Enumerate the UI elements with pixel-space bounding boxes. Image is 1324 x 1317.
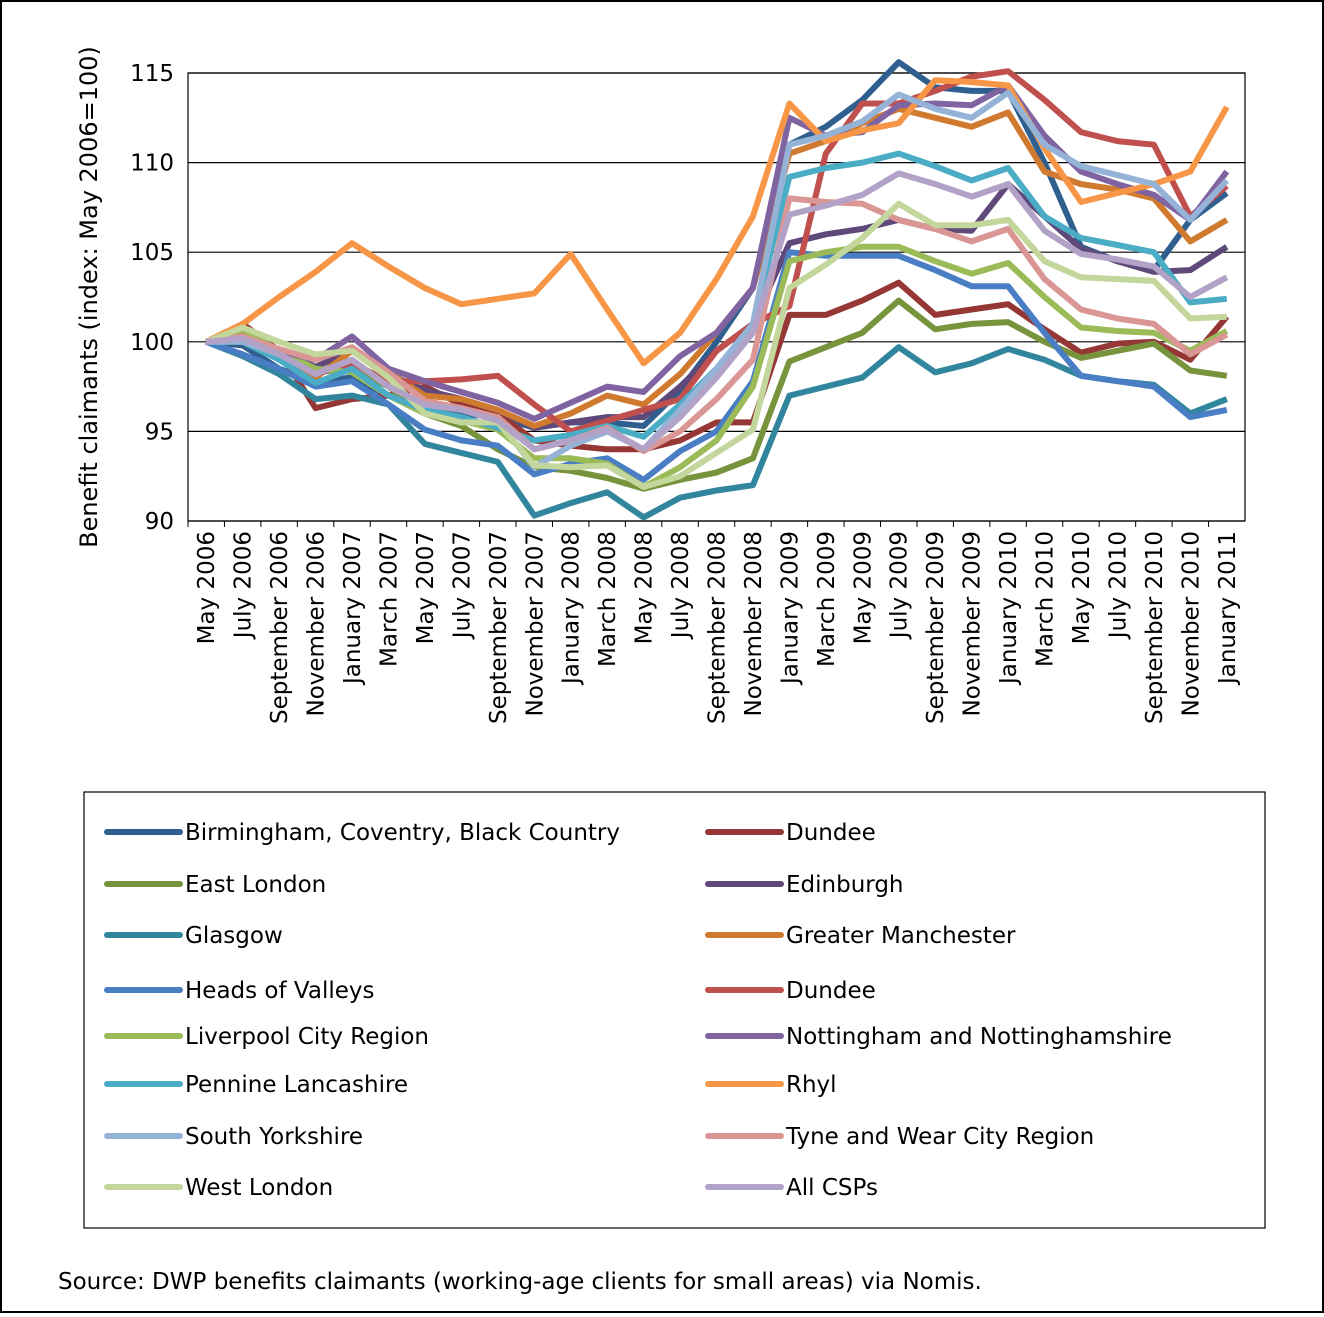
series-line (205, 82, 1230, 422)
legend-label: Dundee (786, 978, 876, 1004)
x-tick-label: July 2006 (231, 531, 257, 640)
x-tick-label: November 2007 (522, 531, 548, 717)
legend-label: East London (185, 872, 326, 898)
legend-label: South Yorkshire (185, 1124, 363, 1150)
y-tick-label: 115 (130, 61, 174, 87)
legend-label: Tyne and Wear City Region (785, 1124, 1094, 1150)
y-tick-label: 110 (130, 151, 174, 177)
y-tick-label: 105 (130, 240, 174, 266)
plot-area (187, 72, 1246, 522)
y-tick-label: 95 (145, 419, 174, 445)
legend-label: Nottingham and Nottinghamshire (786, 1024, 1172, 1050)
legend-label: Pennine Lancashire (185, 1072, 408, 1098)
x-tick-label: September 2008 (705, 531, 731, 724)
x-tick-label: September 2007 (486, 531, 512, 724)
legend-label: Dundee (786, 820, 876, 846)
y-axis-title: Benefit claimants (index: May 2006=100) (75, 46, 103, 548)
series-line (205, 339, 1228, 521)
legend-label: All CSPs (786, 1175, 878, 1201)
x-tick-label: November 2008 (741, 531, 767, 717)
x-tick-label: January 2010 (996, 531, 1022, 686)
x-tick-label: July 2009 (887, 531, 913, 640)
legend-label: Heads of Valleys (185, 978, 374, 1004)
series-line (205, 170, 1229, 453)
x-tick-label: March 2007 (376, 531, 402, 667)
x-tick-label: July 2007 (449, 531, 475, 640)
legend-label: West London (185, 1175, 333, 1201)
x-tick-label: May 2007 (413, 531, 439, 644)
x-tick-label: May 2009 (850, 531, 876, 644)
y-tick-label: 90 (145, 509, 174, 535)
series-line (205, 195, 1229, 455)
x-tick-label: November 2010 (1178, 531, 1204, 717)
x-tick-label: March 2009 (814, 531, 840, 667)
legend-label: Edinburgh (786, 872, 904, 898)
legend-label: Greater Manchester (786, 923, 1016, 949)
x-tick-label: May 2010 (1069, 531, 1095, 644)
x-tick-label: March 2008 (595, 531, 621, 667)
source-note: Source: DWP benefits claimants (working-… (58, 1269, 982, 1295)
y-tick-label: 100 (130, 330, 174, 356)
x-tick-label: January 2009 (777, 531, 803, 686)
x-tick-label: May 2006 (194, 531, 220, 644)
legend-box (83, 791, 1266, 1229)
legend-label: Liverpool City Region (185, 1024, 429, 1050)
x-tick-label: September 2009 (923, 531, 949, 724)
legend-label: Rhyl (786, 1072, 837, 1098)
x-tick-label: July 2010 (1105, 531, 1131, 640)
legend-label: Birmingham, Coventry, Black Country (185, 820, 620, 846)
x-tick-label: September 2006 (267, 531, 293, 724)
series-line (205, 200, 1227, 490)
x-tick-label: May 2008 (632, 531, 658, 644)
legend-label: Glasgow (185, 923, 283, 949)
x-tick-label: January 2008 (559, 531, 585, 686)
x-tick-label: July 2008 (668, 531, 694, 640)
x-tick-label: January 2011 (1215, 531, 1241, 686)
x-tick-label: March 2010 (1033, 531, 1059, 667)
x-tick-label: September 2010 (1142, 531, 1168, 724)
x-tick-label: November 2006 (304, 531, 330, 717)
series-line (204, 77, 1230, 367)
series-line (205, 249, 1228, 483)
x-tick-label: November 2009 (960, 531, 986, 717)
x-tick-label: January 2007 (340, 531, 366, 686)
